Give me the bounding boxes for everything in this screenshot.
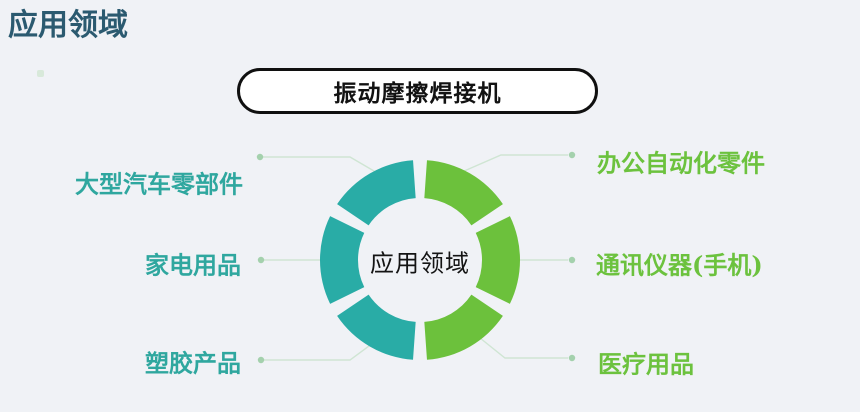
connector-dots <box>256 151 576 364</box>
machine-name-pill: 振动摩擦焊接机 <box>237 68 598 114</box>
category-label-communication: 通讯仪器(手机) <box>596 250 763 280</box>
category-label-office-automation: 办公自动化零件 <box>597 148 765 178</box>
connector-line-medical <box>479 337 568 359</box>
connector-dot-large-auto-parts <box>256 153 264 161</box>
connector-dot-communication <box>568 256 576 264</box>
wheel-segment-top-left <box>337 160 416 226</box>
category-label-medical: 医疗用品 <box>598 349 694 379</box>
wheel-segment-bottom-right <box>424 294 503 360</box>
connector-line-large-auto-parts <box>262 156 387 179</box>
wheel-segment-left <box>319 216 365 304</box>
connector-dot-office-automation <box>568 151 576 159</box>
connector-dot-medical <box>568 354 576 362</box>
wheel-segment-bottom-left <box>337 294 416 360</box>
wheel-segment-top-right <box>424 160 503 226</box>
machine-name-label: 振动摩擦焊接机 <box>333 80 502 107</box>
connector-line-plastic-products <box>264 339 378 361</box>
wheel-center-label: 应用领域 <box>370 249 470 278</box>
category-label-large-auto-parts: 大型汽车零部件 <box>75 169 243 199</box>
category-label-plastic-products: 塑胶产品 <box>145 348 241 378</box>
category-label-home-appliances: 家电用品 <box>145 250 241 280</box>
connector-dot-plastic-products <box>257 356 265 364</box>
decor-dot <box>37 70 44 77</box>
page-title: 应用领域 <box>8 8 128 43</box>
wheel-segment-right <box>475 216 521 304</box>
connector-dot-home-appliances <box>257 256 265 264</box>
donut-wheel <box>319 160 521 360</box>
connector-line-office-automation <box>454 154 568 176</box>
